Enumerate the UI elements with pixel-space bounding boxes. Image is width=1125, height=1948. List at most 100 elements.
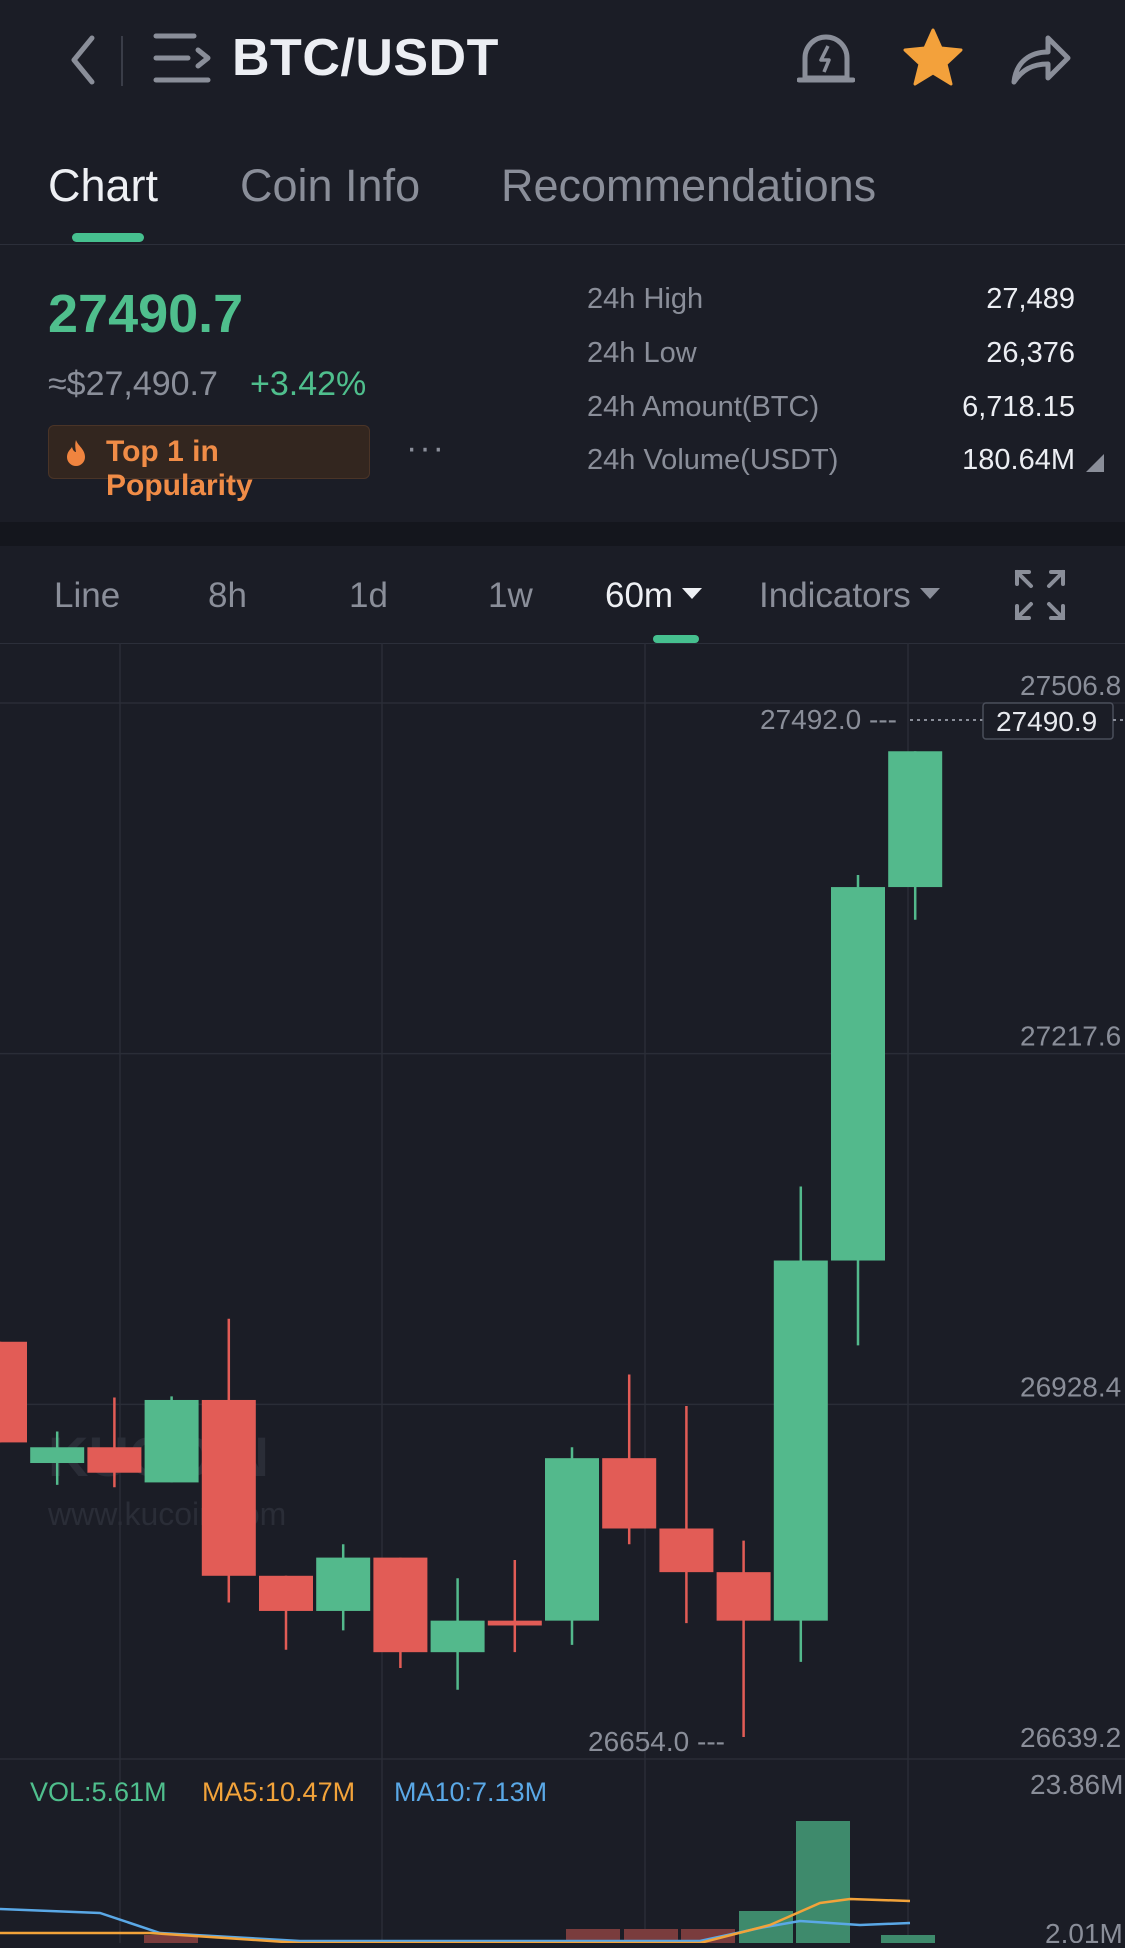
expand-corner-icon[interactable] (1086, 454, 1104, 472)
stat-value-volume: 180.64M (962, 444, 1075, 476)
current-price-tag: 27490.9 (996, 706, 1097, 737)
max-price-marker: 27492.0 --- (760, 704, 897, 735)
volume-tick-bottom: 2.01M (1045, 1918, 1123, 1943)
interval-dropdown-label: 60m (605, 576, 674, 615)
candle (373, 1557, 428, 1668)
candle (716, 1540, 771, 1738)
volume-bar (144, 1935, 198, 1943)
candle-body (30, 1447, 85, 1464)
interval-line[interactable]: Line (54, 576, 121, 615)
candle (430, 1578, 485, 1690)
header-bar: BTC/USDT (0, 0, 1125, 118)
candle-body (659, 1528, 714, 1573)
ma10-line (0, 1907, 911, 1943)
tab-recommendations[interactable]: Recommendations (501, 160, 877, 211)
y-tick-label: 26928.4 (1020, 1371, 1121, 1402)
candle (487, 1560, 542, 1653)
interval-dropdown[interactable]: 60m (605, 576, 703, 616)
last-price: 27490.7 (48, 284, 244, 344)
candle-body (201, 1399, 256, 1576)
tab-chart[interactable]: Chart (48, 160, 159, 211)
usd-price: ≈$27,490.7 (48, 365, 218, 403)
fire-icon (61, 438, 91, 473)
fullscreen-icon[interactable] (1013, 568, 1067, 627)
volume-bar (624, 1929, 678, 1943)
header-separator (121, 36, 123, 86)
y-tick-label: 27217.6 (1020, 1021, 1121, 1052)
price-markers: 27492.0 --- 26654.0 --- 27490.9 (588, 702, 1125, 1757)
interval-active-indicator (653, 635, 699, 643)
interval-8h[interactable]: 8h (208, 576, 247, 615)
volume-bar (681, 1929, 735, 1943)
candle (144, 1396, 199, 1483)
volume-legend: VOL:5.61M (30, 1777, 167, 1807)
volume-bar (881, 1935, 935, 1943)
price-axis: 27506.8 27217.6 26928.4 26639.2 (1020, 670, 1121, 1753)
stat-label-amount: 24h Amount(BTC) (587, 391, 820, 423)
interval-toolbar: Line 8h 1d 1w 60m Indicators (0, 546, 1125, 644)
candle-body (0, 1341, 27, 1443)
ma10-legend: MA10:7.13M (394, 1777, 548, 1807)
candle (602, 1374, 657, 1545)
min-price-marker: 26654.0 --- (588, 1726, 725, 1757)
price-alert-icon[interactable] (797, 28, 855, 86)
change-percent: +3.42% (250, 365, 367, 403)
pair-list-icon[interactable] (152, 30, 212, 86)
candle-body (888, 751, 943, 888)
candle (773, 1186, 828, 1662)
caret-down-icon (682, 588, 703, 600)
candle (831, 874, 885, 1346)
candle-body (773, 1260, 828, 1621)
tab-active-indicator (72, 233, 144, 242)
stat-value-amount: 6,718.15 (962, 391, 1075, 423)
candle-body (545, 1458, 599, 1621)
volume-bar (566, 1929, 620, 1943)
interval-1d[interactable]: 1d (349, 576, 388, 615)
candle-body (430, 1620, 485, 1653)
tab-bar: Chart Coin Info Recommendations (0, 140, 1125, 245)
candles-layer (0, 751, 943, 1738)
ticker-panel: 27490.7 ≈$27,490.7 +3.42% Top 1 in Popul… (0, 245, 1125, 520)
candle-body (487, 1620, 542, 1626)
section-divider (0, 522, 1125, 546)
stat-label-volume: 24h Volume(USDT) (587, 444, 839, 476)
candle-body (831, 887, 885, 1261)
candle-body (87, 1447, 142, 1473)
pair-title[interactable]: BTC/USDT (232, 29, 499, 87)
popularity-badge-label: Top 1 in Popularity (106, 435, 253, 502)
candle-body (259, 1575, 313, 1611)
stat-label-high: 24h High (587, 283, 704, 315)
favorite-star-icon[interactable] (903, 28, 963, 86)
back-arrow-icon[interactable] (64, 30, 100, 90)
candle (0, 1341, 27, 1443)
stat-label-low: 24h Low (587, 337, 697, 369)
chart-grid (0, 643, 1125, 1943)
candle-body (144, 1399, 199, 1483)
ma5-line (0, 1897, 911, 1945)
candle (30, 1431, 85, 1485)
candle (259, 1575, 313, 1650)
candle (87, 1397, 142, 1488)
tab-coin-info[interactable]: Coin Info (240, 160, 421, 211)
y-tick-label: 26639.2 (1020, 1722, 1121, 1753)
interval-1w[interactable]: 1w (488, 576, 533, 615)
candle-body (316, 1557, 371, 1611)
ma5-legend: MA5:10.47M (202, 1777, 356, 1807)
candle (316, 1544, 371, 1631)
indicators-label: Indicators (759, 576, 911, 615)
candle (545, 1447, 599, 1645)
popularity-badge[interactable]: Top 1 in Popularity (48, 425, 370, 502)
candle-body (602, 1458, 657, 1529)
y-tick-label: 27506.8 (1020, 670, 1121, 701)
indicators-dropdown[interactable]: Indicators (759, 576, 940, 616)
volume-panel: 23.86M 2.01M (0, 1769, 1123, 1948)
share-icon[interactable] (1010, 32, 1072, 86)
volume-tick-top: 23.86M (1030, 1769, 1123, 1800)
candle-body (716, 1572, 771, 1621)
candle (659, 1406, 714, 1624)
candlestick-chart[interactable]: KUCOIN www.kucoin.com 27506.827217.62692… (0, 643, 1125, 1948)
chart-canvas[interactable]: KUCOIN www.kucoin.com 27506.827217.62692… (0, 643, 1125, 1948)
stat-value-low: 26,376 (986, 337, 1075, 369)
more-options-button[interactable]: ··· (406, 429, 446, 467)
candle-body (373, 1557, 428, 1653)
